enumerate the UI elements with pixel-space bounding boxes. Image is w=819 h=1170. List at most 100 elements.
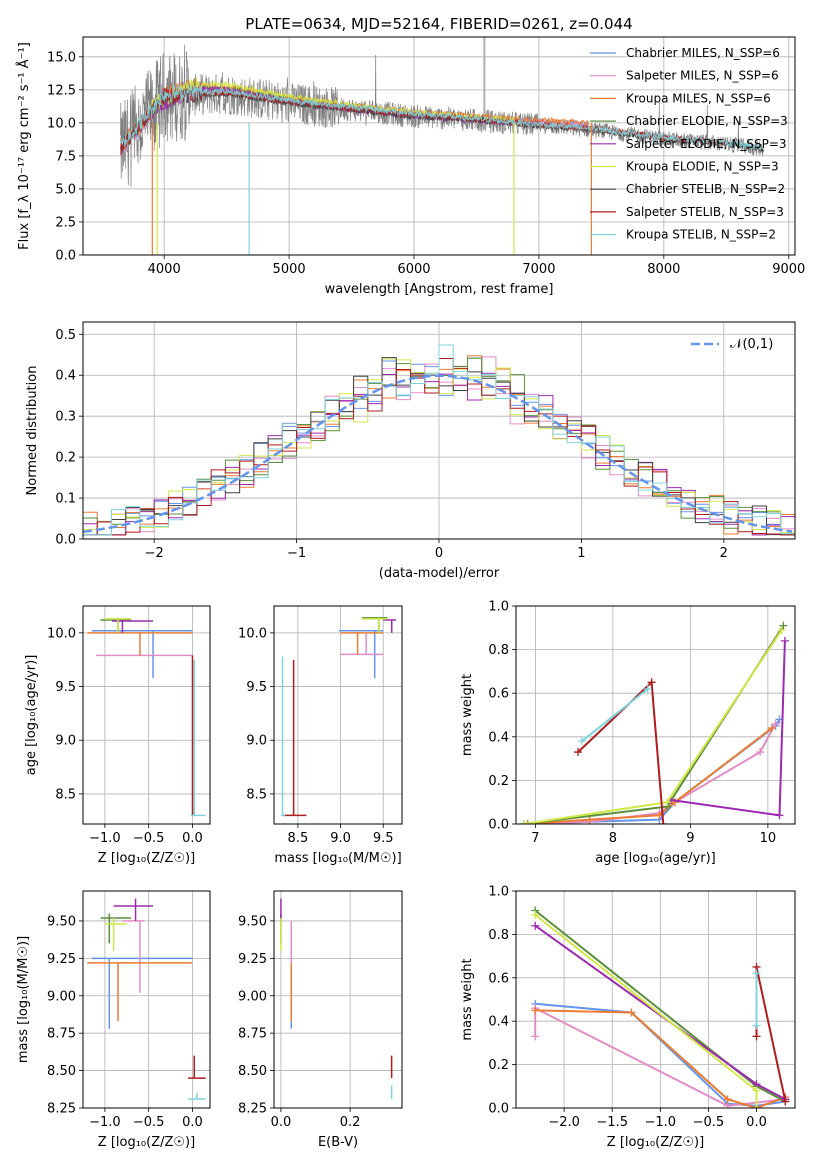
weight-marker — [627, 1008, 636, 1017]
x-tick-label: 9.0 — [330, 831, 351, 846]
x-tick-label: −2.0 — [548, 1115, 580, 1130]
panel-mass-vs-Z: −1.0 −0.5 0.0 8.25 8.50 8.75 9.00 9.25 9.50 Z [lo… — [16, 890, 211, 1150]
y-tick-label: 15.0 — [47, 50, 76, 65]
y-tick-label: 0.8 — [488, 643, 509, 658]
x-axis-label: Z [log₁₀(Z/Z☉)] — [607, 1135, 704, 1150]
y-tick-label: 10.0 — [47, 626, 76, 641]
plot-area — [519, 621, 789, 824]
axes-frame — [82, 321, 796, 540]
y-axis-label: Normed distribution — [25, 366, 40, 496]
y-tick-label: 7.5 — [55, 149, 76, 164]
y-tick-label: 8.25 — [238, 1102, 267, 1117]
plot-area — [83, 344, 795, 536]
y-tick-label: 9.50 — [238, 914, 267, 929]
y-tick-label: 9.5 — [55, 680, 76, 695]
weight-marker — [663, 798, 672, 807]
y-axis-label: mass weight — [460, 958, 475, 1040]
x-tick-label: −1.0 — [89, 831, 121, 846]
x-tick-label: −0.5 — [133, 1115, 165, 1130]
x-axis-label: (data-model)/error — [379, 566, 500, 581]
y-tick-label: 0.0 — [55, 249, 76, 264]
weight-marker — [577, 737, 586, 746]
residual-histogram — [83, 357, 795, 536]
weight-marker — [752, 1021, 761, 1030]
plot-area — [120, 37, 764, 255]
y-tick-label: 0.0 — [488, 1102, 509, 1117]
legend-entry: Chabrier MILES, N_SSP=6 — [626, 46, 780, 60]
y-tick-label: 0.0 — [488, 818, 509, 833]
weight-marker — [523, 820, 532, 824]
legend-entry: Chabrier ELODIE, N_SSP=3 — [626, 114, 788, 128]
x-tick-label: 2 — [720, 546, 728, 561]
y-tick-label: 8.75 — [238, 1027, 267, 1042]
legend-entry: Salpeter MILES, N_SSP=6 — [626, 69, 779, 83]
x-axis-label: Z [log₁₀(Z/Z☉)] — [98, 851, 195, 866]
legend-entry: Kroupa MILES, N_SSP=6 — [626, 91, 771, 105]
x-tick-label: 7000 — [522, 262, 555, 277]
y-tick-label: 8.75 — [47, 1027, 76, 1042]
legend-entry: 𝒩(0,1) — [730, 337, 773, 352]
panel-spectrum: 4000 5000 6000 7000 8000 9000 0.0 2.5 5.0 7.5 10.0… — [16, 15, 805, 297]
x-axis-label: E(B-V) — [318, 1135, 358, 1150]
weight-marker — [723, 1095, 732, 1104]
y-tick-label: 9.50 — [47, 914, 76, 929]
y-tick-label: 5.0 — [55, 182, 76, 197]
weight-marker — [659, 820, 668, 824]
y-tick-label: 8.50 — [238, 1064, 267, 1079]
x-tick-label: 8000 — [647, 262, 680, 277]
plot-area — [280, 898, 393, 1100]
weight-marker — [647, 678, 656, 687]
weight-marker — [519, 820, 528, 824]
x-tick-label: −0.5 — [133, 831, 165, 846]
normal-reference-curve — [83, 374, 793, 534]
legend-entry: Kroupa STELIB, N_SSP=2 — [626, 228, 776, 242]
weight-marker — [781, 1097, 790, 1106]
y-tick-label: 0.2 — [488, 1058, 509, 1073]
x-tick-label: 0.2 — [340, 1115, 361, 1130]
x-tick-label: 0.0 — [746, 1115, 767, 1130]
weight-line — [523, 629, 783, 824]
weight-marker — [780, 636, 789, 645]
axes-frame — [273, 890, 403, 1109]
axes-frame — [82, 605, 211, 825]
x-tick-label: 9 — [686, 831, 694, 846]
model-spectrum — [120, 84, 764, 151]
weight-marker — [643, 684, 652, 693]
plot-area — [87, 617, 206, 817]
legend-entry: Salpeter STELIB, N_SSP=3 — [626, 205, 784, 219]
x-axis-label: mass [log₁₀(M/M☉)] — [274, 851, 401, 866]
x-tick-label: −0.5 — [693, 1115, 725, 1130]
y-tick-label: 9.0 — [246, 734, 267, 749]
plot-area — [280, 617, 397, 817]
x-tick-label: 8.5 — [288, 831, 309, 846]
weight-marker — [775, 811, 784, 820]
chart-title: PLATE=0634, MJD=52164, FIBERID=0261, z=0… — [245, 15, 632, 33]
x-tick-label: 8 — [609, 831, 617, 846]
x-tick-label: 9000 — [772, 262, 805, 277]
x-tick-label: 4000 — [148, 262, 181, 277]
y-tick-label: 0.6 — [488, 687, 509, 702]
legend-entry: Kroupa ELODIE, N_SSP=3 — [626, 160, 779, 174]
panel-mass-vs-ebv: 0.0 0.2 8.25 8.50 8.75 9.00 9.25 9.50 E(B-V) — [238, 890, 403, 1150]
y-tick-label: 0.8 — [488, 928, 509, 943]
panel-age-vs-mass: 8.5 9.0 9.5 8.5 9.0 9.5 10.0 mass [log₁₀(M/M☉)] — [238, 605, 403, 866]
model-spectrum — [151, 76, 515, 125]
y-axis-label: mass [log₁₀(M/M☉)] — [16, 936, 31, 1063]
y-tick-label: 12.5 — [47, 83, 76, 98]
weight-marker — [777, 625, 786, 634]
axes-frame — [82, 890, 211, 1109]
x-tick-label: −1.5 — [596, 1115, 628, 1130]
axes-frame — [273, 605, 403, 825]
y-axis-label: mass weight — [460, 674, 475, 756]
plot-area — [87, 898, 206, 1100]
x-tick-label: 0.0 — [182, 1115, 203, 1130]
legend-entry: Chabrier STELIB, N_SSP=2 — [626, 182, 785, 196]
y-axis-label: age [log₁₀(age/yr)] — [24, 655, 39, 776]
x-tick-label: −2 — [145, 546, 164, 561]
x-axis-label: wavelength [Angstrom, rest frame] — [325, 282, 554, 297]
y-tick-label: 9.0 — [55, 734, 76, 749]
weight-marker — [574, 748, 582, 757]
axes-frame — [82, 36, 796, 256]
weight-marker — [756, 748, 765, 757]
